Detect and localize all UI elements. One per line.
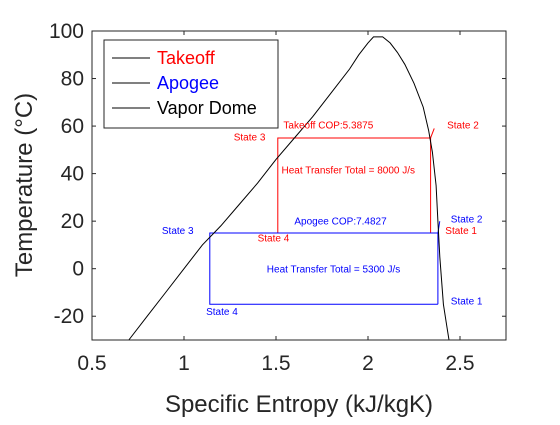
series-marker-takeoff — [430, 128, 435, 139]
y-tick-label: 40 — [61, 163, 84, 186]
series-group — [128, 36, 450, 341]
annotation-label: State 3 — [162, 226, 194, 237]
y-tick-label: 80 — [61, 68, 84, 91]
annotation-label: State 3 — [234, 132, 266, 143]
annotation-label: Apogee COP:7.4827 — [294, 217, 387, 228]
x-tick-label: 2.5 — [445, 352, 474, 375]
annotation-label: State 4 — [258, 233, 290, 244]
x-tick-label: 1 — [178, 352, 190, 375]
legend-box — [103, 39, 279, 129]
annotation-label: State 1 — [445, 226, 477, 237]
legend-label-takeoff: Takeoff — [157, 48, 216, 68]
annotation-group: Takeoff COP:5.3875 Heat Transfer Total = … — [162, 121, 483, 319]
annotation-label: State 4 — [206, 307, 238, 318]
series-line-vapor-dome — [128, 36, 450, 341]
legend: Takeoff Apogee Vapor Dome — [103, 39, 279, 129]
y-tick-label: 100 — [49, 20, 84, 43]
y-tick-label: 20 — [61, 210, 84, 233]
x-axis-label: Specific Entropy (kJ/kgK) — [165, 391, 433, 418]
annotation-label: Heat Transfer Total = 5300 J/s — [267, 264, 401, 275]
x-tick-label: 0.5 — [77, 352, 106, 375]
y-axis-label: Temperature (°C) — [11, 93, 38, 277]
annotation-label: Takeoff COP:5.3875 — [283, 121, 373, 132]
legend-label-apogee: Apogee — [157, 73, 219, 93]
y-tick-label: 60 — [61, 115, 84, 138]
annotation-label: State 1 — [451, 296, 483, 307]
x-tick-label: 1.5 — [261, 352, 290, 375]
x-axis-ticks: 0.5 1 1.5 2 2.5 — [77, 31, 475, 375]
y-tick-label: 0 — [72, 258, 84, 281]
annotation-label: State 2 — [447, 121, 479, 132]
y-tick-label: -20 — [54, 305, 84, 328]
x-tick-label: 2 — [362, 352, 374, 375]
annotation-label: State 2 — [451, 214, 483, 225]
annotation-label: Heat Transfer Total = 8000 J/s — [282, 166, 416, 177]
plot-frame — [91, 30, 507, 341]
series-line-apogee — [209, 232, 439, 305]
y-axis-ticks: -20 0 20 40 60 80 100 — [49, 20, 506, 328]
legend-label-vapor-dome: Vapor Dome — [157, 98, 257, 118]
